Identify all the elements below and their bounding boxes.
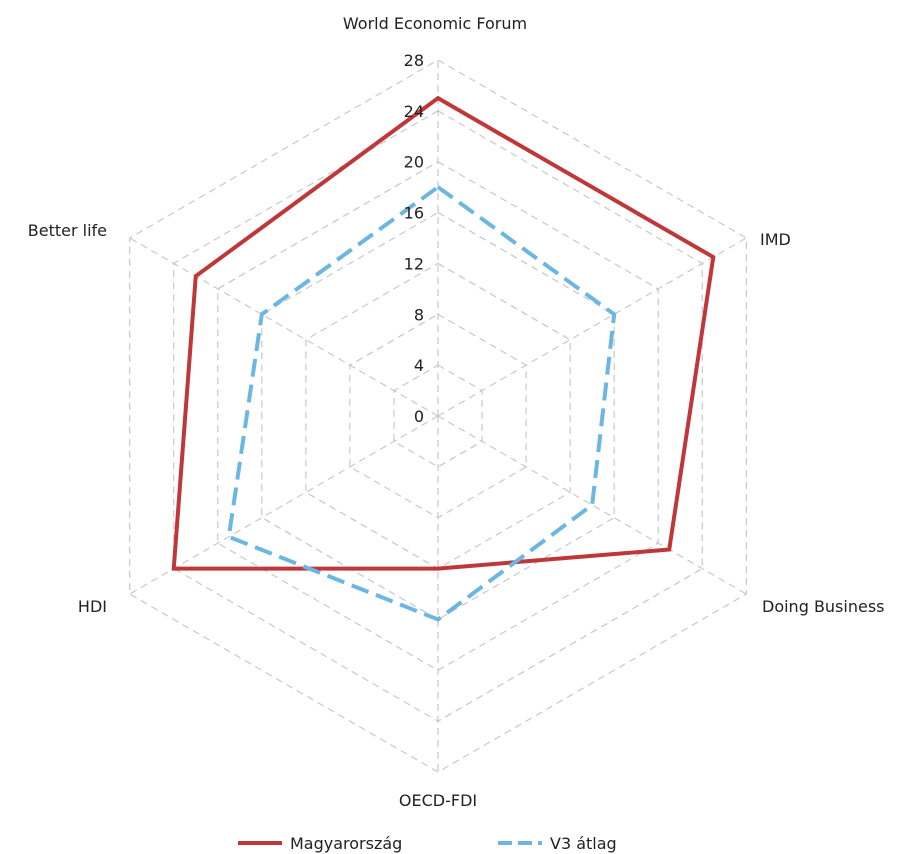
series-1-line	[229, 187, 614, 619]
tick-label: 4	[414, 356, 424, 375]
tick-label: 12	[404, 254, 424, 273]
radar-grid	[130, 60, 747, 772]
category-label: OECD-FDI	[399, 791, 477, 810]
legend-label: V3 átlag	[550, 834, 617, 853]
tick-label: 8	[414, 305, 424, 324]
legend: Magyarország V3 átlag	[238, 834, 617, 853]
radial-tick-labels: 0 4 8 12 16 20 24 28	[404, 51, 424, 426]
tick-label: 28	[404, 51, 424, 70]
grid-spoke	[438, 416, 746, 594]
radar-series	[174, 98, 714, 619]
category-label: Better life	[28, 221, 107, 240]
grid-spoke	[130, 238, 438, 416]
category-label: Doing Business	[762, 597, 885, 616]
category-label: World Economic Forum	[343, 14, 527, 33]
tick-label: 0	[414, 407, 424, 426]
tick-label: 24	[404, 102, 424, 121]
grid-spoke	[438, 238, 746, 416]
series-0-line	[174, 98, 714, 568]
tick-label: 16	[404, 204, 424, 223]
tick-label: 20	[404, 153, 424, 172]
category-label: HDI	[78, 597, 107, 616]
legend-label: Magyarország	[290, 834, 402, 853]
category-labels: World Economic Forum IMD Doing Business OEC…	[28, 14, 885, 810]
category-label: IMD	[760, 230, 791, 249]
